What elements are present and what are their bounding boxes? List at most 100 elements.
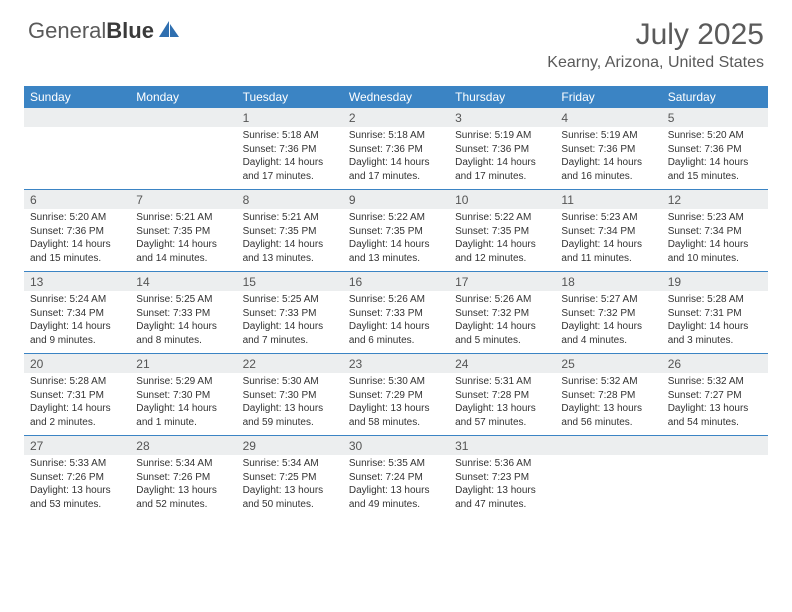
sunrise-text: Sunrise: 5:29 AM — [136, 375, 230, 389]
day-number: 25 — [555, 354, 661, 374]
day-cell: Sunrise: 5:20 AMSunset: 7:36 PMDaylight:… — [24, 209, 130, 272]
day-cell: Sunrise: 5:26 AMSunset: 7:33 PMDaylight:… — [343, 291, 449, 354]
sunset-text: Sunset: 7:31 PM — [30, 389, 124, 403]
daylight-text: Daylight: 13 hours and 59 minutes. — [243, 402, 337, 429]
location: Kearny, Arizona, United States — [547, 54, 764, 72]
day-content-row: Sunrise: 5:24 AMSunset: 7:34 PM Daylight:… — [24, 291, 768, 354]
sunset-text: Sunset: 7:35 PM — [349, 225, 443, 239]
sunrise-text: Sunrise: 5:20 AM — [30, 211, 124, 225]
logo-text: GeneralBlue — [28, 18, 154, 44]
sunrise-text: Sunrise: 5:23 AM — [561, 211, 655, 225]
day-number: 11 — [555, 190, 661, 210]
day-cell: Sunrise: 5:22 AMSunset: 7:35 PMDaylight:… — [449, 209, 555, 272]
sunrise-text: Sunrise: 5:22 AM — [455, 211, 549, 225]
day-number — [555, 436, 661, 456]
day-number: 5 — [662, 108, 768, 127]
day-cell: Sunrise: 5:30 AMSunset: 7:29 PMDaylight:… — [343, 373, 449, 436]
sunset-text: Sunset: 7:28 PM — [561, 389, 655, 403]
day-header-row: Sunday Monday Tuesday Wednesday Thursday… — [24, 86, 768, 108]
day-cell: Sunrise: 5:28 AMSunset: 7:31 PMDaylight:… — [662, 291, 768, 354]
sunrise-text: Sunrise: 5:30 AM — [243, 375, 337, 389]
day-number: 9 — [343, 190, 449, 210]
sunset-text: Sunset: 7:28 PM — [455, 389, 549, 403]
day-content-row: Sunrise: 5:18 AMSunset: 7:36 PMDaylight:… — [24, 127, 768, 190]
sunrise-text: Sunrise: 5:26 AM — [455, 293, 549, 307]
day-cell: Sunrise: 5:35 AMSunset: 7:24 PMDaylight:… — [343, 455, 449, 517]
sunset-text: Sunset: 7:25 PM — [243, 471, 337, 485]
daylight-text: Daylight: 14 hours and 15 minutes. — [668, 156, 762, 183]
daylight-text: Daylight: 14 hours and 2 minutes. — [30, 402, 124, 429]
day-number-row: 12345 — [24, 108, 768, 127]
sunset-text: Sunset: 7:23 PM — [455, 471, 549, 485]
day-cell: Sunrise: 5:19 AMSunset: 7:36 PMDaylight:… — [449, 127, 555, 190]
sunrise-text: Sunrise: 5:25 AM — [243, 293, 337, 307]
day-number: 17 — [449, 272, 555, 292]
sunrise-text: Sunrise: 5:31 AM — [455, 375, 549, 389]
day-number: 4 — [555, 108, 661, 127]
day-cell: Sunrise: 5:32 AMSunset: 7:28 PMDaylight:… — [555, 373, 661, 436]
sunset-text: Sunset: 7:34 PM — [668, 225, 762, 239]
sunset-text: Sunset: 7:35 PM — [455, 225, 549, 239]
sunset-text: Sunset: 7:32 PM — [561, 307, 655, 321]
logo-part1: General — [28, 18, 106, 43]
sunset-text: Sunset: 7:34 PM — [561, 225, 655, 239]
sunset-text: Sunset: 7:31 PM — [668, 307, 762, 321]
sunset-text: Sunset: 7:36 PM — [243, 143, 337, 157]
daylight-text: Daylight: 13 hours and 50 minutes. — [243, 484, 337, 511]
day-cell: Sunrise: 5:34 AMSunset: 7:26 PMDaylight:… — [130, 455, 236, 517]
daylight-text: Daylight: 14 hours and 4 minutes. — [561, 320, 655, 347]
day-header: Sunday — [24, 86, 130, 108]
sunrise-text: Sunrise: 5:24 AM — [30, 293, 124, 307]
sunrise-text: Sunrise: 5:21 AM — [136, 211, 230, 225]
day-header: Tuesday — [237, 86, 343, 108]
day-number: 23 — [343, 354, 449, 374]
daylight-text: Daylight: 14 hours and 10 minutes. — [668, 238, 762, 265]
daylight-text: Daylight: 14 hours and 17 minutes. — [349, 156, 443, 183]
title-block: July 2025 Kearny, Arizona, United States — [547, 18, 764, 72]
daylight-text: Daylight: 13 hours and 54 minutes. — [668, 402, 762, 429]
day-cell: Sunrise: 5:24 AMSunset: 7:34 PMDaylight:… — [24, 291, 130, 354]
sunrise-text: Sunrise: 5:19 AM — [561, 129, 655, 143]
daylight-text: Daylight: 14 hours and 5 minutes. — [455, 320, 549, 347]
sunrise-text: Sunrise: 5:22 AM — [349, 211, 443, 225]
sunset-text: Sunset: 7:24 PM — [349, 471, 443, 485]
day-cell: Sunrise: 5:25 AMSunset: 7:33 PMDaylight:… — [237, 291, 343, 354]
day-cell: Sunrise: 5:21 AMSunset: 7:35 PMDaylight:… — [130, 209, 236, 272]
day-cell: Sunrise: 5:20 AMSunset: 7:36 PMDaylight:… — [662, 127, 768, 190]
day-number: 10 — [449, 190, 555, 210]
sunrise-text: Sunrise: 5:28 AM — [668, 293, 762, 307]
day-number: 14 — [130, 272, 236, 292]
sunrise-text: Sunrise: 5:27 AM — [561, 293, 655, 307]
day-number: 3 — [449, 108, 555, 127]
sunset-text: Sunset: 7:26 PM — [30, 471, 124, 485]
daylight-text: Daylight: 14 hours and 13 minutes. — [349, 238, 443, 265]
sunrise-text: Sunrise: 5:21 AM — [243, 211, 337, 225]
sunrise-text: Sunrise: 5:36 AM — [455, 457, 549, 471]
sunset-text: Sunset: 7:27 PM — [668, 389, 762, 403]
logo: GeneralBlue — [28, 18, 180, 44]
sunrise-text: Sunrise: 5:19 AM — [455, 129, 549, 143]
daylight-text: Daylight: 13 hours and 57 minutes. — [455, 402, 549, 429]
sunset-text: Sunset: 7:34 PM — [30, 307, 124, 321]
day-number: 19 — [662, 272, 768, 292]
sail-icon — [158, 20, 180, 43]
day-number: 28 — [130, 436, 236, 456]
daylight-text: Daylight: 14 hours and 6 minutes. — [349, 320, 443, 347]
daylight-text: Daylight: 14 hours and 16 minutes. — [561, 156, 655, 183]
day-number: 24 — [449, 354, 555, 374]
day-cell: Sunrise: 5:34 AMSunset: 7:25 PMDaylight:… — [237, 455, 343, 517]
day-header: Wednesday — [343, 86, 449, 108]
day-cell: Sunrise: 5:21 AMSunset: 7:35 PMDaylight:… — [237, 209, 343, 272]
day-number: 7 — [130, 190, 236, 210]
daylight-text: Daylight: 14 hours and 17 minutes. — [455, 156, 549, 183]
day-cell — [24, 127, 130, 190]
sunset-text: Sunset: 7:35 PM — [136, 225, 230, 239]
day-cell: Sunrise: 5:32 AMSunset: 7:27 PMDaylight:… — [662, 373, 768, 436]
daylight-text: Daylight: 13 hours and 56 minutes. — [561, 402, 655, 429]
sunrise-text: Sunrise: 5:32 AM — [668, 375, 762, 389]
daylight-text: Daylight: 14 hours and 17 minutes. — [243, 156, 337, 183]
sunrise-text: Sunrise: 5:35 AM — [349, 457, 443, 471]
logo-part2: Blue — [106, 18, 154, 43]
day-number: 2 — [343, 108, 449, 127]
day-cell: Sunrise: 5:25 AMSunset: 7:33 PMDaylight:… — [130, 291, 236, 354]
